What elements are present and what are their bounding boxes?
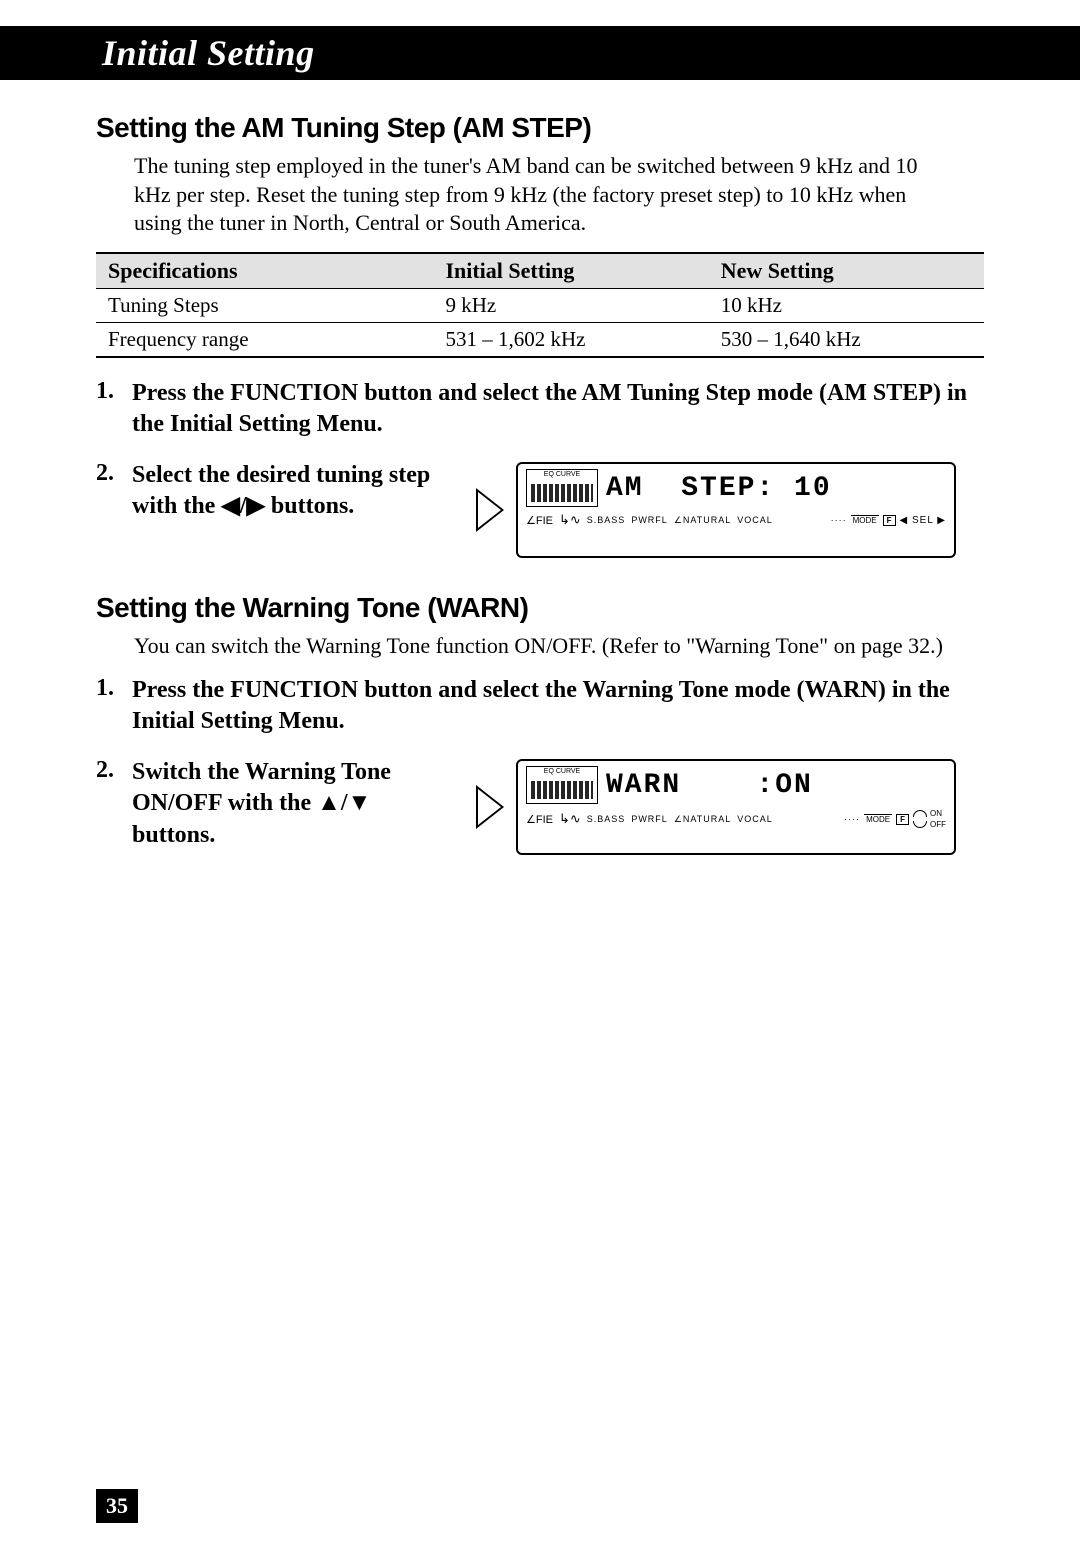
wave-icon: ↳∿ [559,512,581,528]
vocal-label: VOCAL [737,814,773,824]
step-item: Press the FUNCTION button and select the… [96,378,984,440]
warn-section: Setting the Warning Tone (WARN) You can … [96,592,984,855]
lcd-main-text: AM STEP: 10 [606,473,946,504]
table-row: Frequency range 531 – 1,602 kHz 530 – 1,… [96,322,984,357]
page-number: 35 [96,1489,138,1523]
warn-intro: You can switch the Warning Tone function… [134,632,984,661]
col-new-setting: New Setting [709,253,984,289]
dots-label: ···· [844,814,860,824]
eq-curve-icon: EQ CURVE [526,766,598,804]
col-specifications: Specifications [96,253,433,289]
cell: 10 kHz [709,288,984,322]
lcd-main-text: WARN :ON [606,770,946,801]
cell: 530 – 1,640 kHz [709,322,984,357]
step-text: Switch the Warning Tone ON/OFF with the … [132,757,452,851]
step-item: Select the desired tuning step with the … [96,460,984,558]
cell: Tuning Steps [96,288,433,322]
mode-label: MODE [864,814,892,824]
vocal-label: VOCAL [737,515,773,525]
cell: 531 – 1,602 kHz [433,322,708,357]
pwrfl-label: PWRFL [631,814,668,824]
am-step-display-figure: EQ CURVE AM STEP: 10 ∠FIE ↳∿ S.BASS PWRF… [476,462,956,558]
wave-icon: ↳∿ [559,811,581,827]
table-row: Tuning Steps 9 kHz 10 kHz [96,288,984,322]
step-item: Switch the Warning Tone ON/OFF with the … [96,757,984,855]
sel-indicator: ◀ SEL ▶ [900,515,946,526]
cell: 9 kHz [433,288,708,322]
pointer-icon [476,488,504,532]
sbass-label: S.BASS [587,515,626,525]
header-bar: Initial Setting [0,26,1080,80]
lcd-panel: EQ CURVE AM STEP: 10 ∠FIE ↳∿ S.BASS PWRF… [516,462,956,558]
warn-display-figure: EQ CURVE WARN :ON ∠FIE ↳∿ S.BASS PWRFL [476,759,956,855]
eq-curve-icon: EQ CURVE [526,469,598,507]
spec-table: Specifications Initial Setting New Setti… [96,252,984,358]
mode-label: MODE [851,515,879,525]
natural-label: ∠NATURAL [674,814,731,825]
warn-heading: Setting the Warning Tone (WARN) [96,592,984,624]
col-initial-setting: Initial Setting [433,253,708,289]
content-area: Setting the AM Tuning Step (AM STEP) The… [0,80,1080,855]
lcd-panel: EQ CURVE WARN :ON ∠FIE ↳∿ S.BASS PWRFL [516,759,956,855]
on-off-indicator: ON OFF [913,809,946,829]
step-text: Select the desired tuning step with the … [132,460,452,522]
natural-label: ∠NATURAL [674,515,731,526]
step-text: Press the FUNCTION button and select the… [132,378,984,440]
fie-label: ∠FIE [526,813,553,826]
f-indicator: F [883,515,896,526]
pwrfl-label: PWRFL [631,515,668,525]
header-title: Initial Setting [102,33,315,73]
am-step-steps: Press the FUNCTION button and select the… [96,378,984,558]
am-step-intro: The tuning step employed in the tuner's … [134,152,984,238]
step-item: Press the FUNCTION button and select the… [96,675,984,737]
eq-label: EQ CURVE [544,471,580,478]
fie-label: ∠FIE [526,514,553,527]
table-header-row: Specifications Initial Setting New Setti… [96,253,984,289]
dots-label: ···· [831,515,847,525]
sbass-label: S.BASS [587,814,626,824]
cell: Frequency range [96,322,433,357]
eq-label: EQ CURVE [544,768,580,775]
am-step-heading: Setting the AM Tuning Step (AM STEP) [96,112,984,144]
warn-steps: Press the FUNCTION button and select the… [96,675,984,855]
step-text: Press the FUNCTION button and select the… [132,675,984,737]
f-indicator: F [896,814,909,825]
pointer-icon [476,785,504,829]
page: Initial Setting Setting the AM Tuning St… [0,26,1080,855]
